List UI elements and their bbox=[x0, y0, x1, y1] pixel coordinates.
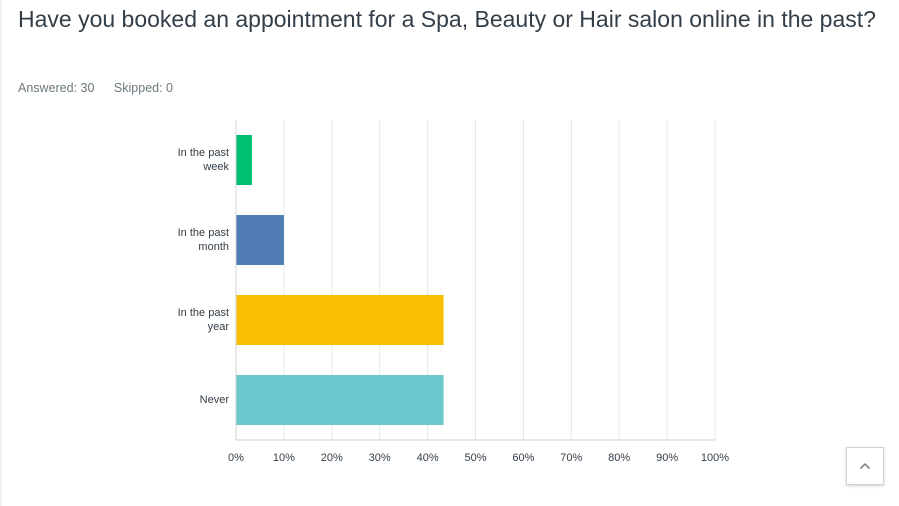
x-tick-label: 60% bbox=[512, 452, 534, 464]
bar bbox=[236, 135, 252, 185]
category-label: week bbox=[202, 161, 229, 173]
x-tick-label: 80% bbox=[608, 452, 630, 464]
bar bbox=[236, 375, 444, 425]
question-title: Have you booked an appointment for a Spa… bbox=[18, 6, 876, 32]
category-label: In the past bbox=[178, 147, 229, 159]
answered-count: Answered: 30 bbox=[18, 81, 95, 95]
scroll-to-top-button[interactable] bbox=[846, 447, 884, 485]
x-tick-label: 10% bbox=[273, 452, 295, 464]
category-label: month bbox=[198, 241, 229, 253]
category-label: Never bbox=[200, 394, 230, 406]
x-tick-label: 30% bbox=[369, 452, 391, 464]
x-tick-label: 100% bbox=[701, 452, 729, 464]
category-label: year bbox=[208, 321, 230, 333]
category-label: In the past bbox=[178, 307, 229, 319]
page-edge bbox=[0, 0, 2, 506]
response-stats: Answered: 30 Skipped: 0 bbox=[18, 81, 189, 95]
category-label: In the past bbox=[178, 227, 229, 239]
bar bbox=[236, 215, 284, 265]
x-tick-label: 20% bbox=[321, 452, 343, 464]
x-tick-label: 0% bbox=[228, 452, 244, 464]
x-tick-label: 70% bbox=[560, 452, 582, 464]
bar bbox=[236, 295, 444, 345]
skipped-count: Skipped: 0 bbox=[113, 81, 173, 95]
x-tick-label: 90% bbox=[656, 452, 678, 464]
chevron-up-icon bbox=[859, 462, 871, 470]
x-tick-label: 50% bbox=[464, 452, 486, 464]
x-tick-label: 40% bbox=[417, 452, 439, 464]
